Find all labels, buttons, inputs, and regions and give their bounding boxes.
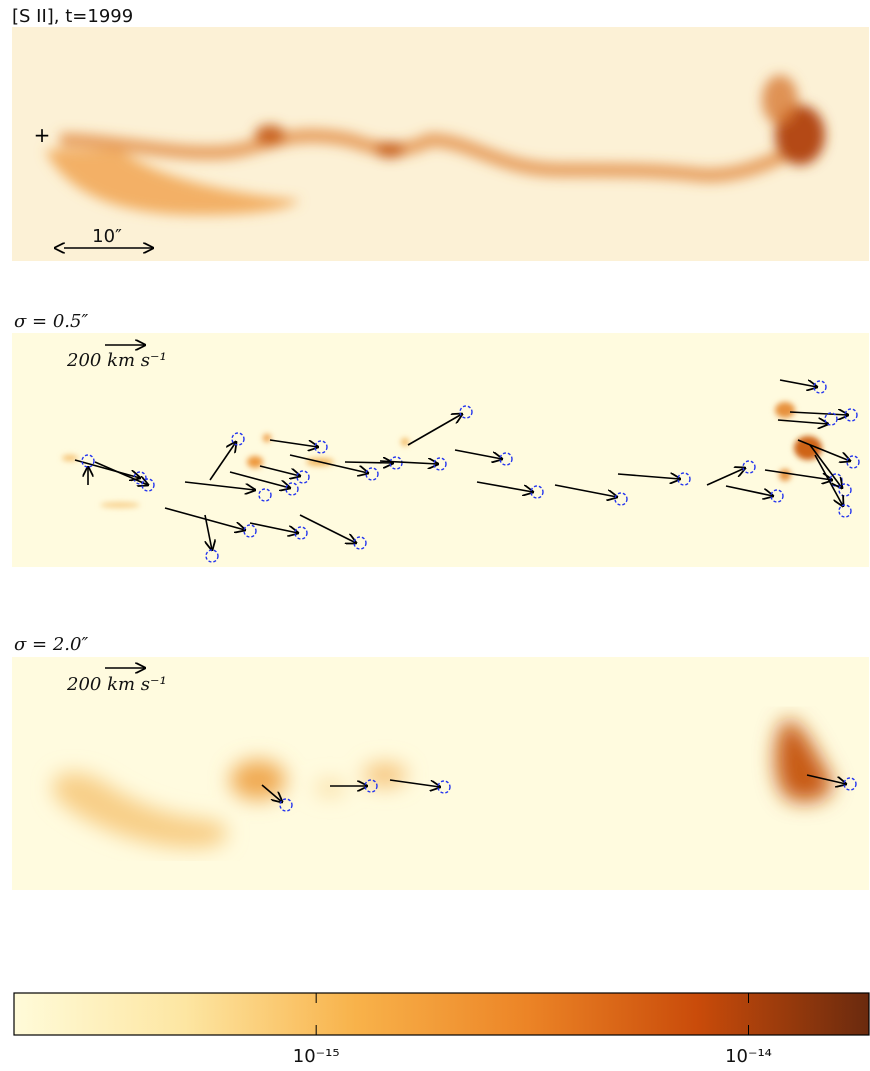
panel-title: σ = 2.0″ (14, 634, 88, 655)
scale-label: 200 km s⁻¹ (66, 674, 167, 695)
tick-label: 10⁻¹⁴ (725, 1046, 772, 1067)
scale-label: 200 km s⁻¹ (66, 350, 167, 371)
colorbar (13, 992, 870, 1036)
tick-label: 10⁻¹⁵ (293, 1046, 340, 1067)
image-panel (12, 333, 869, 567)
svg-text:+: + (34, 123, 51, 147)
scale-label: 10″ (92, 226, 122, 247)
image-panel (12, 657, 869, 890)
panel-title: [S II], t=1999 (12, 6, 133, 27)
panel-title: σ = 0.5″ (14, 311, 88, 332)
image-panel: + (12, 27, 869, 261)
